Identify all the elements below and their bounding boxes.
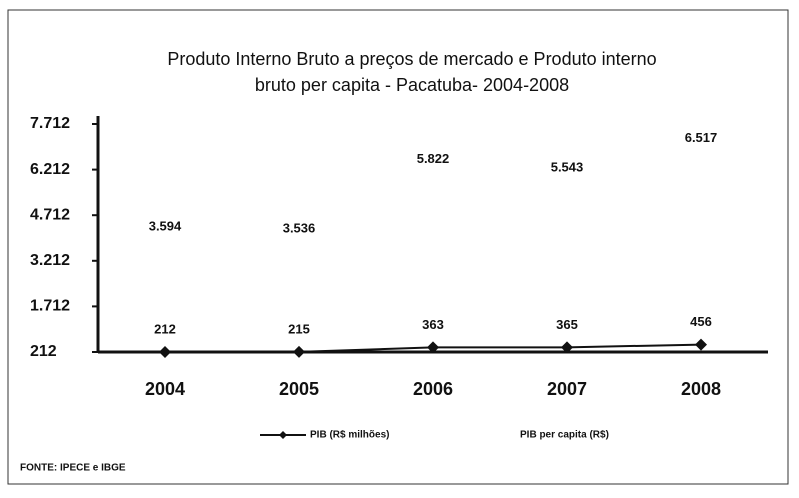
marker — [293, 345, 305, 358]
data-label: 3.536 — [283, 220, 316, 235]
marker — [297, 249, 301, 253]
x-tick-label: 2008 — [681, 379, 721, 399]
data-label: 363 — [422, 317, 444, 332]
data-label: 365 — [556, 317, 578, 332]
marker — [431, 179, 435, 183]
chart-title: bruto per capita - Pacatuba- 2004-2008 — [255, 75, 569, 95]
marker — [695, 338, 707, 351]
y-tick-label: 6.212 — [30, 161, 70, 178]
x-tick-label: 2004 — [145, 379, 185, 399]
x-tick-label: 2005 — [279, 379, 319, 399]
chart-title: Produto Interno Bruto a preços de mercad… — [167, 49, 656, 69]
y-tick-label: 7.712 — [30, 115, 70, 132]
data-label: 215 — [288, 321, 310, 336]
y-tick-label: 1.712 — [30, 298, 70, 315]
y-tick-label: 3.212 — [30, 252, 70, 269]
legend-label: PIB per capita (R$) — [520, 430, 609, 441]
data-label: 5.822 — [417, 151, 450, 166]
data-label: 6.517 — [685, 130, 718, 145]
marker — [427, 341, 439, 354]
data-label: 5.543 — [551, 159, 584, 174]
frame — [7, 9, 789, 485]
marker — [159, 346, 171, 358]
legend-marker — [279, 431, 287, 439]
data-label: 212 — [154, 321, 176, 336]
series-line — [165, 160, 701, 251]
marker — [699, 158, 703, 162]
legend-label: PIB (R$ milhões) — [310, 430, 389, 441]
data-label: 3.594 — [149, 219, 182, 234]
marker — [565, 188, 569, 192]
source: FONTE: IPECE e IBGE — [20, 463, 126, 474]
x-tick-label: 2007 — [547, 379, 587, 399]
marker — [561, 341, 573, 354]
y-tick-label: 212 — [30, 343, 57, 360]
marker — [163, 247, 167, 251]
data-label: 456 — [690, 314, 712, 329]
y-tick-label: 4.712 — [30, 206, 70, 223]
x-tick-label: 2006 — [413, 379, 453, 399]
